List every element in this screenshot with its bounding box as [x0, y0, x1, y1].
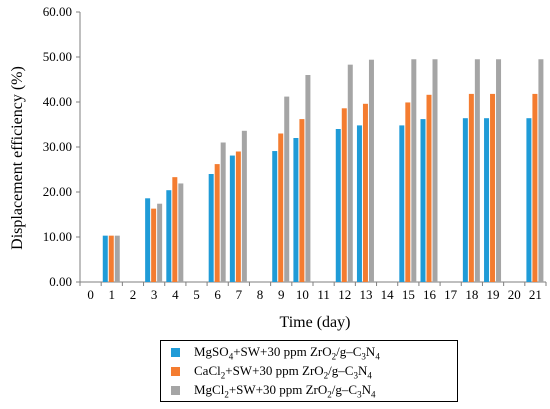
bar-series2-day-15 — [405, 102, 411, 282]
x-tick-label: 14 — [381, 287, 395, 302]
y-tick-label: 0.00 — [49, 274, 72, 289]
x-tick-label: 5 — [193, 287, 200, 302]
bar-series2-day-3 — [151, 208, 157, 282]
y-tick-label: 20.00 — [43, 184, 72, 199]
legend-label-mgso4: MgSO4+SW+30 ppm ZrO2/g–C3N4 — [194, 344, 380, 362]
bar-series2-day-18 — [468, 93, 474, 283]
bar-series1-day-10 — [293, 138, 299, 282]
bar-series3-day-4 — [178, 183, 184, 282]
legend: MgSO4+SW+30 ppm ZrO2/g–C3N4 CaCl2+SW+30 … — [160, 340, 458, 402]
x-tick-label: 6 — [214, 287, 221, 302]
x-tick-label: 13 — [359, 287, 372, 302]
bar-series1-day-4 — [166, 190, 172, 282]
x-tick-label: 8 — [257, 287, 264, 302]
bar-series1-day-1 — [102, 235, 108, 282]
x-tick-label: 2 — [130, 287, 137, 302]
legend-label-cacl2: CaCl2+SW+30 ppm ZrO2/g–C3N4 — [194, 363, 372, 381]
y-tick-label: 60.00 — [43, 4, 72, 19]
bar-series3-day-3 — [157, 203, 163, 282]
bar-series3-day-13 — [368, 59, 374, 283]
bar-series2-day-16 — [426, 94, 432, 282]
bar-series1-day-12 — [335, 129, 341, 282]
x-axis: 0 1 2 3 4 5 6 7 8 9 10 11 12 13 14 15 16 17 18 19 20 21 — [79, 281, 547, 302]
x-tick-label: 9 — [278, 287, 285, 302]
x-tick-label: 10 — [296, 287, 309, 302]
x-tick-label: 7 — [236, 287, 243, 302]
legend-item-cacl2: CaCl2+SW+30 ppm ZrO2/g–C3N4 — [171, 362, 372, 380]
bar-series3-day-6 — [220, 142, 226, 282]
x-tick-label: 20 — [508, 287, 521, 302]
bar-series1-day-21 — [526, 118, 532, 282]
bar-series2-day-6 — [214, 164, 220, 282]
bar-series2-day-13 — [362, 103, 368, 282]
bar-series3-day-15 — [411, 59, 417, 282]
x-tick-label: 21 — [529, 287, 542, 302]
bar-series1-day-18 — [462, 118, 468, 282]
bar-series3-day-7 — [241, 130, 247, 282]
bar-series3-day-9 — [284, 96, 290, 282]
x-tick-label: 3 — [151, 287, 158, 302]
bar-series1-day-19 — [484, 118, 490, 282]
bar-series2-day-12 — [341, 108, 347, 282]
x-tick-label: 19 — [487, 287, 500, 302]
x-tick-label: 11 — [317, 287, 330, 302]
bar-series2-day-4 — [172, 177, 178, 282]
bar-series3-day-16 — [432, 59, 438, 282]
bar-series2-day-10 — [299, 119, 305, 282]
bars — [102, 59, 544, 283]
bar-series3-day-10 — [305, 75, 311, 282]
x-tick-label: 18 — [465, 287, 478, 302]
x-tick-label: 0 — [87, 287, 94, 302]
legend-item-mgso4: MgSO4+SW+30 ppm ZrO2/g–C3N4 — [171, 343, 380, 361]
bar-series2-day-7 — [235, 151, 241, 282]
bar-series2-day-21 — [532, 93, 538, 283]
y-axis: 0.00 10.00 20.00 30.00 40.00 50.00 60.00 — [43, 4, 81, 289]
bar-series2-day-19 — [490, 93, 496, 283]
y-tick-label: 30.00 — [43, 139, 72, 154]
bar-series2-day-1 — [108, 235, 114, 282]
x-tick-label: 17 — [444, 287, 458, 302]
bar-series1-day-6 — [208, 174, 214, 282]
x-axis-title: Time (day) — [280, 314, 351, 331]
x-tick-label: 15 — [402, 287, 415, 302]
bar-series1-day-16 — [420, 119, 426, 282]
legend-swatch-mgcl2 — [171, 385, 180, 395]
x-tick-label: 4 — [172, 287, 179, 302]
y-axis-title: Displacement efficiency (%) — [9, 66, 26, 250]
legend-item-mgcl2: MgCl2+SW+30 ppm ZrO2/g–C3N4 — [171, 381, 375, 399]
bar-series1-day-9 — [272, 151, 278, 282]
bar-series2-day-9 — [278, 133, 284, 282]
x-tick-label: 16 — [423, 287, 437, 302]
y-tick-label: 40.00 — [43, 94, 72, 109]
y-tick-label: 10.00 — [43, 229, 72, 244]
bar-series1-day-13 — [356, 125, 362, 283]
x-tick-label: 1 — [109, 287, 116, 302]
bar-series1-day-7 — [229, 155, 235, 282]
bar-series3-day-21 — [538, 59, 544, 282]
bar-series3-day-18 — [474, 59, 480, 282]
legend-swatch-mgso4 — [171, 347, 180, 357]
bar-series1-day-15 — [399, 125, 405, 283]
y-tick-label: 50.00 — [43, 49, 72, 64]
bar-series3-day-19 — [496, 59, 502, 282]
x-tick-label: 12 — [338, 287, 351, 302]
bar-series3-day-12 — [347, 64, 353, 283]
bar-series1-day-3 — [145, 198, 151, 282]
legend-swatch-cacl2 — [171, 366, 180, 376]
legend-label-mgcl2: MgCl2+SW+30 ppm ZrO2/g–C3N4 — [194, 382, 376, 400]
bar-series3-day-1 — [114, 235, 120, 282]
